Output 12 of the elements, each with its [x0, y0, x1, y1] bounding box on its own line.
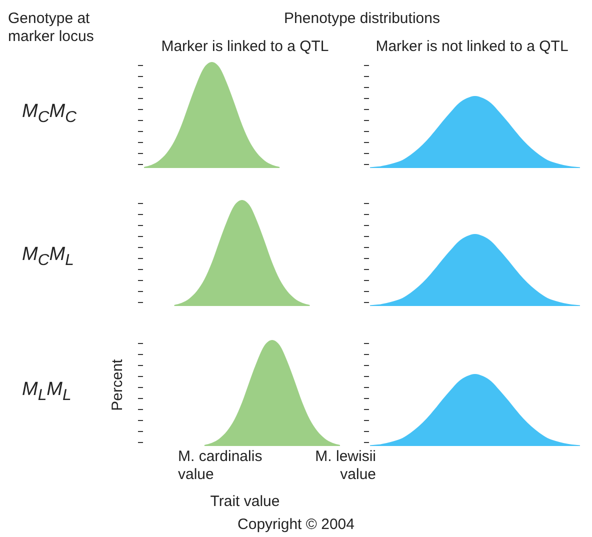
x-axis-title: Trait value: [210, 493, 280, 511]
text: M$_{C}$M$_{C}$: [22, 100, 77, 128]
text: M$_{C}$M$_{L}$: [22, 243, 74, 271]
chart-title: Marker is linked to a QTL: [161, 38, 329, 56]
text: Phenotype distributions: [284, 10, 440, 28]
chart-title: Marker is not linked to a QTL: [376, 38, 568, 56]
text: M. cardinalis value: [178, 448, 264, 484]
text: M$_{L}$M$_{L}$: [22, 378, 72, 406]
text: Genotype at marker locus: [8, 10, 95, 46]
text: M. lewisii value: [314, 448, 376, 484]
y-axis-title: Percent: [109, 359, 127, 411]
text: Copyright © 2004: [238, 516, 354, 534]
